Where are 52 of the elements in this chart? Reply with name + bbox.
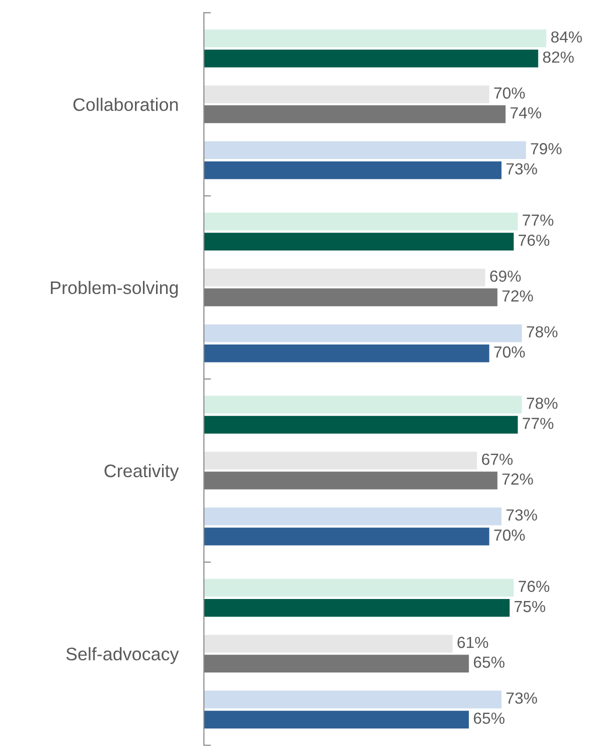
bar <box>204 528 490 546</box>
data-label: 73% <box>506 692 538 704</box>
y-tick-label: Creativity <box>104 464 179 481</box>
bar <box>204 232 514 251</box>
bar <box>204 690 502 708</box>
data-label: 73% <box>506 509 538 521</box>
data-label: 78% <box>526 398 558 409</box>
data-label: 70% <box>494 87 525 99</box>
data-label: 65% <box>474 712 504 724</box>
data-label: 84% <box>551 31 582 43</box>
bar <box>204 288 498 306</box>
bar <box>204 324 522 342</box>
bar <box>204 212 518 230</box>
bar <box>204 578 514 597</box>
bar <box>204 344 490 362</box>
bar <box>204 710 469 728</box>
y-tick-label: Self-advocacy <box>66 647 179 664</box>
data-label: 79% <box>530 143 562 154</box>
bar <box>204 654 469 672</box>
data-label: 77% <box>522 214 554 226</box>
bar <box>204 507 502 526</box>
data-label: 77% <box>522 418 554 429</box>
bar <box>204 452 478 470</box>
bar <box>204 416 518 434</box>
bar <box>204 105 506 124</box>
bar <box>204 86 490 104</box>
bar <box>204 141 526 159</box>
data-label: 82% <box>543 51 574 63</box>
bar <box>204 599 510 617</box>
data-label: 70% <box>494 529 525 541</box>
data-label: 65% <box>474 656 504 668</box>
data-label: 73% <box>506 163 538 175</box>
y-tick-label: Problem-solving <box>50 280 178 298</box>
data-label: 76% <box>518 580 550 592</box>
data-label: 69% <box>490 270 521 282</box>
bar <box>204 268 486 286</box>
bar <box>204 396 522 414</box>
data-label: 61% <box>458 636 488 648</box>
bar <box>204 29 546 48</box>
bar <box>204 634 453 653</box>
data-label: 75% <box>514 600 546 612</box>
data-label: 72% <box>502 290 533 302</box>
data-label: 78% <box>526 326 558 338</box>
data-label: 67% <box>482 454 513 465</box>
bar <box>204 50 538 68</box>
data-label: 72% <box>502 473 533 485</box>
y-tick-label: Collaboration <box>73 98 178 112</box>
bar <box>204 472 498 490</box>
bar <box>204 161 502 180</box>
data-label: 74% <box>510 107 542 118</box>
data-label: 70% <box>494 346 525 358</box>
data-label: 76% <box>518 234 550 246</box>
